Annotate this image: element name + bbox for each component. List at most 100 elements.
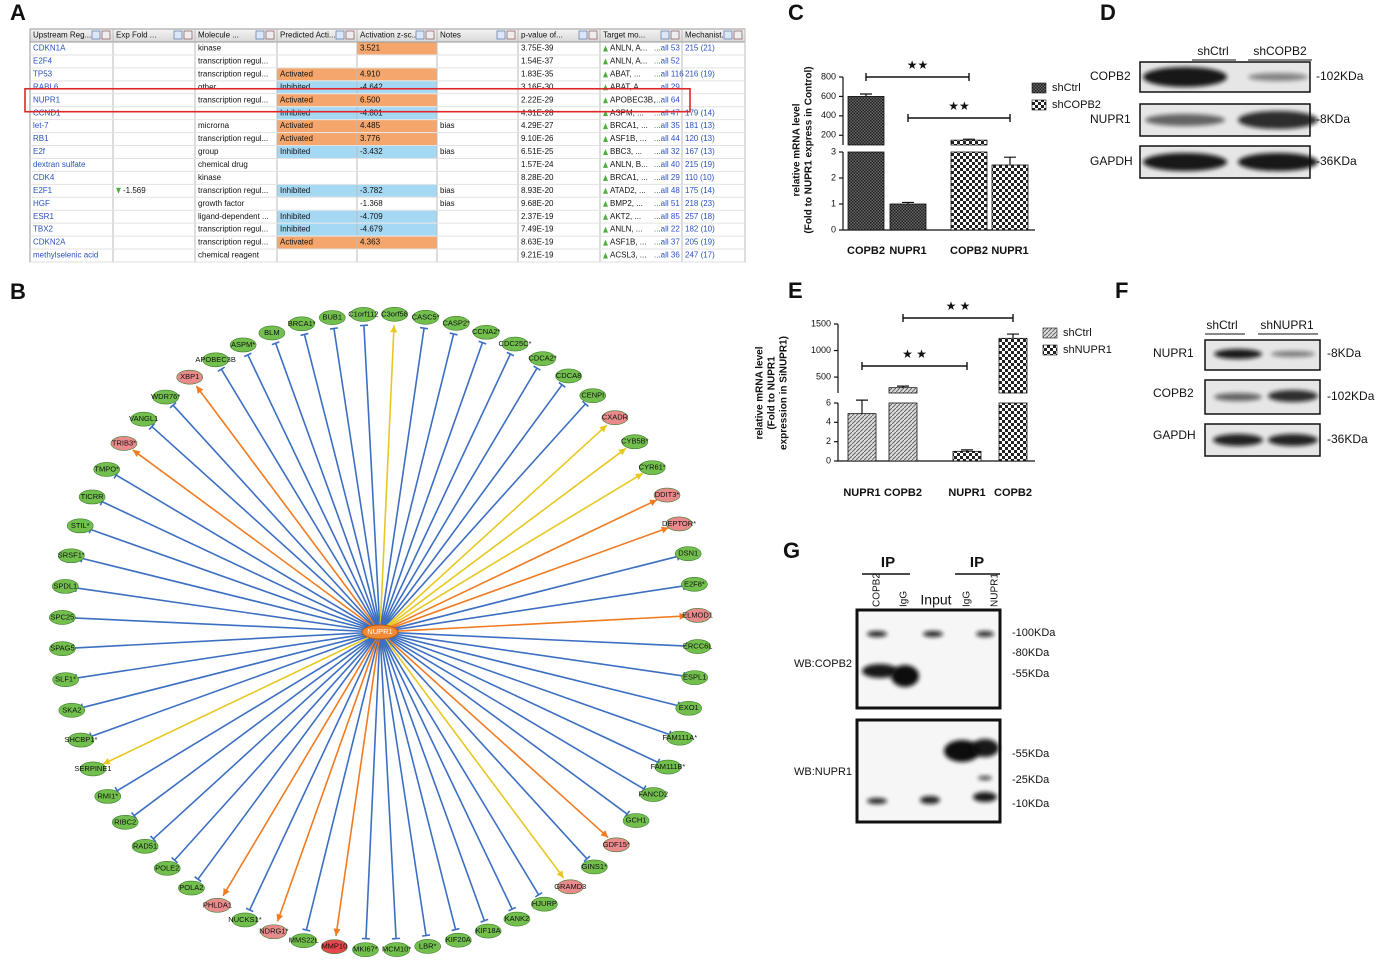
all-link[interactable]: ...all 22	[654, 225, 680, 234]
edge	[379, 631, 427, 936]
arrow-head	[132, 449, 141, 457]
edge	[379, 631, 659, 764]
edge	[102, 631, 381, 765]
all-link[interactable]: ...all 40	[654, 160, 680, 169]
filter-icon[interactable]	[415, 30, 425, 40]
edge	[152, 631, 381, 840]
filter-icon[interactable]	[496, 30, 506, 40]
all-link[interactable]: ...all 51	[654, 199, 680, 208]
gene-label: BRCA1*	[288, 319, 316, 328]
table-cell: growth factor	[198, 199, 245, 208]
blot-band	[1238, 153, 1318, 171]
filter-icon[interactable]	[335, 30, 345, 40]
filter-icon[interactable]	[660, 30, 670, 40]
table-cell: 4.910	[360, 69, 381, 78]
table-cell: -3.432	[360, 147, 383, 156]
all-link[interactable]: ...all 48	[654, 186, 680, 195]
gene-label: CASC5*	[412, 312, 440, 321]
blot-band	[973, 792, 997, 802]
table-cell: -3.782	[360, 186, 383, 195]
legend-label: shNUPR1	[1063, 344, 1112, 356]
gene-label: ESPL1	[683, 673, 706, 682]
gene-label: FAM111B*	[651, 762, 686, 771]
blot-band	[1248, 73, 1308, 81]
all-link[interactable]: ...all 52	[654, 57, 680, 66]
edge	[197, 631, 381, 880]
edge	[81, 557, 381, 633]
table-cell: 3.776	[360, 134, 381, 143]
y-tick-label: 6	[826, 397, 831, 407]
all-link[interactable]: ...all 32	[654, 147, 680, 156]
gene-label: RAD51	[133, 841, 157, 850]
table-cell: 110 (10)	[685, 173, 715, 182]
filter-icon[interactable]	[91, 30, 101, 40]
inhibit-end	[449, 332, 458, 336]
table-cell: 8.28E-20	[521, 173, 554, 182]
gene-node	[414, 939, 441, 954]
filter-icon[interactable]	[173, 30, 183, 40]
all-link[interactable]: ...all 36	[654, 251, 680, 260]
error-bar	[961, 449, 973, 452]
edge	[151, 425, 381, 633]
table-cell: let-7	[33, 121, 49, 130]
gene-node	[383, 942, 410, 957]
all-link[interactable]: ...all 29	[654, 82, 680, 91]
y-tick-label: 0	[826, 455, 831, 465]
y-tick-label: 1000	[811, 345, 831, 355]
close-icon[interactable]	[425, 30, 435, 40]
protein-label: GAPDH	[1153, 428, 1196, 442]
edge	[379, 403, 587, 633]
bar-upper	[847, 96, 885, 146]
size-label: -36KDa	[1316, 154, 1357, 168]
all-link[interactable]: ...all 64	[654, 95, 680, 104]
close-icon[interactable]	[265, 30, 275, 40]
close-icon[interactable]	[101, 30, 111, 40]
gene-node	[231, 912, 259, 928]
size-label: -8KDa	[1316, 112, 1350, 126]
close-icon[interactable]	[345, 30, 355, 40]
x-tick-label: COPB2	[884, 487, 922, 499]
table-cell: 179 (14)	[685, 108, 715, 117]
filter-icon[interactable]	[723, 30, 733, 40]
all-link[interactable]: ...all 35	[654, 121, 680, 130]
table-cell: transcription regul...	[198, 225, 268, 234]
table-cell: 4.31E-28	[521, 108, 554, 117]
column-header: p-value of...	[521, 31, 563, 40]
arrow-head	[618, 448, 626, 456]
all-link[interactable]: ...all 47	[654, 108, 680, 117]
y-tick-label: 0	[831, 224, 836, 234]
table-cell: ATAD2, ...	[610, 186, 646, 195]
all-link[interactable]: ...all 37	[654, 238, 680, 247]
close-icon[interactable]	[506, 30, 516, 40]
up-arrow	[603, 71, 608, 78]
up-arrow	[603, 213, 608, 220]
y-tick-label: 400	[821, 110, 836, 120]
close-icon[interactable]	[670, 30, 680, 40]
gene-label: FANCD2	[638, 790, 668, 799]
y-tick-label: 1	[831, 198, 836, 208]
edge	[305, 631, 381, 931]
all-link[interactable]: ...all 85	[654, 212, 680, 221]
close-icon[interactable]	[183, 30, 193, 40]
gene-label: SKA2	[62, 705, 81, 714]
edge	[333, 328, 381, 633]
close-icon[interactable]	[733, 30, 743, 40]
all-link[interactable]: ...all 116	[654, 69, 684, 78]
all-link[interactable]: ...all 29	[654, 173, 680, 182]
all-link[interactable]: ...all 53	[654, 44, 680, 53]
up-arrow	[603, 58, 608, 65]
table-cell: 182 (10)	[685, 225, 715, 234]
error-bar	[902, 201, 914, 204]
up-arrow	[603, 136, 608, 143]
protein-label: COPB2	[1090, 69, 1131, 83]
filter-icon[interactable]	[578, 30, 588, 40]
all-link[interactable]: ...all 44	[654, 134, 680, 143]
filter-icon[interactable]	[255, 30, 265, 40]
panel-label: B	[10, 279, 26, 304]
size-label: -102KDa	[1327, 389, 1375, 403]
table-cell: -1.569	[123, 186, 146, 195]
gene-node	[152, 389, 179, 405]
edge	[115, 474, 381, 633]
close-icon[interactable]	[588, 30, 598, 40]
table-cell: ACSL3, ...	[610, 251, 646, 260]
